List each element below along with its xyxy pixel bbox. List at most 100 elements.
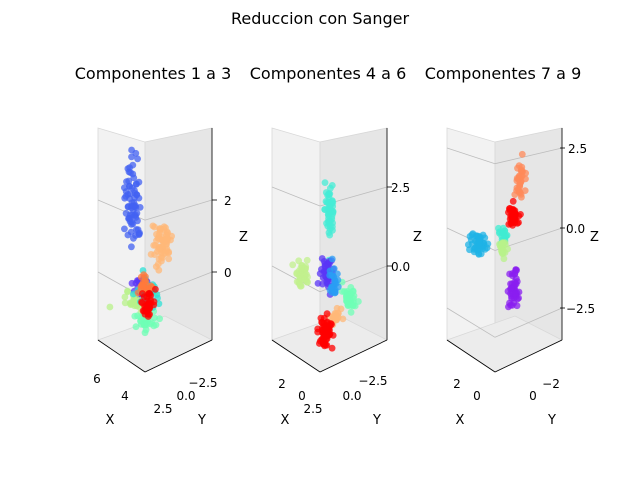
data-point [514,186,522,193]
panel-1-ylabel: Y [197,413,206,428]
data-point [343,293,351,300]
data-point [122,188,130,195]
data-point [507,212,514,220]
panel-3-xlabel: X [456,413,465,428]
panel-2-xtick-0: 2 [278,377,286,391]
panel-3-series-2 [465,230,492,258]
data-point [127,301,135,308]
data-point [151,223,158,231]
data-point [499,228,507,236]
data-point [129,161,137,169]
panel-3-gridline-z-2 [494,307,563,338]
data-point [511,290,519,298]
panel-3-series-1 [505,197,524,229]
panel-1-zlabel: Z [239,230,248,245]
data-point [321,179,329,187]
data-point [323,310,331,318]
panel-2-series-5 [325,304,347,329]
data-point [319,334,327,342]
panel-2-series-0 [321,179,337,264]
data-point [165,255,173,263]
panel-1-y-axis-line [144,339,213,373]
panel-2-series-4 [326,255,342,297]
panel-1-scatter [106,146,176,337]
panel-3-gridline-zl-2 [446,307,496,338]
data-point [133,191,141,199]
data-point [329,198,336,205]
data-point [125,168,133,176]
panel-2-ytick-0: 0.0 [342,389,361,403]
panel-3-y-axis-line [494,339,563,373]
data-point [518,166,525,174]
panel-3-ylabel: Y [547,413,556,428]
data-point [126,195,133,202]
data-point [499,239,507,247]
data-point [130,235,137,242]
panel-3-xtick-0: 2 [453,377,461,391]
data-point [127,243,135,251]
data-point [139,290,146,297]
panel-1-gridline-z-0 [144,199,213,221]
data-point [130,202,138,210]
data-point [499,244,506,252]
data-point [132,323,140,331]
panel-1-title: Componentes 1 a 3 [75,64,232,83]
data-point [162,249,169,257]
suptitle: Reduccion con Sanger [231,9,410,28]
data-point [324,191,331,199]
data-point [134,155,142,163]
panel-1-x-axis-line [97,339,146,373]
data-point [156,315,164,323]
data-point [508,302,516,309]
data-point [151,242,159,249]
data-point [475,237,483,245]
panel-1-series-0 [121,146,144,251]
panel-3-series-5 [504,266,523,311]
panel-1-series-1 [147,222,176,274]
data-point [132,180,140,188]
data-point [333,314,341,322]
data-point [328,344,336,352]
panel-2-zlabel: Z [413,230,422,245]
data-point [330,265,338,272]
panel-1-ytick-0: 2.5 [153,402,172,416]
data-point [509,197,517,205]
panel-2-ztick-1: 0.0 [391,260,410,274]
panel-3-ytick-0: 0 [529,389,537,403]
data-point [328,321,335,328]
data-point [483,244,491,252]
panel-1-ztick-1: 0 [224,266,232,280]
data-point [132,214,140,221]
panel-1-xtick-0: 6 [93,372,101,386]
data-point [152,285,159,293]
data-point [329,226,336,234]
data-point [106,303,114,311]
data-point [299,275,307,283]
data-point [347,308,355,316]
data-point [314,325,322,333]
data-point [475,246,483,253]
panel-3-scatter [465,150,529,311]
data-point [154,234,162,242]
data-point [326,204,333,212]
panel-3-ytick-1: −2 [542,377,560,391]
data-point [331,289,339,296]
panel-3-series-4 [496,239,511,263]
data-point [144,311,152,318]
data-point [504,245,511,253]
data-point [518,150,526,158]
data-point [516,180,524,188]
data-point [328,283,335,291]
panel-2-series-6 [314,310,337,352]
panel-2-xlabel: X [281,413,290,428]
panel-2-xtick-2: 2.5 [303,402,322,416]
data-point [289,261,297,269]
data-point [141,305,149,313]
data-point [132,149,140,157]
data-point [324,211,332,218]
data-point [138,281,146,289]
panel-1-series-7 [138,285,159,320]
data-point [133,226,140,233]
data-point [328,271,336,279]
